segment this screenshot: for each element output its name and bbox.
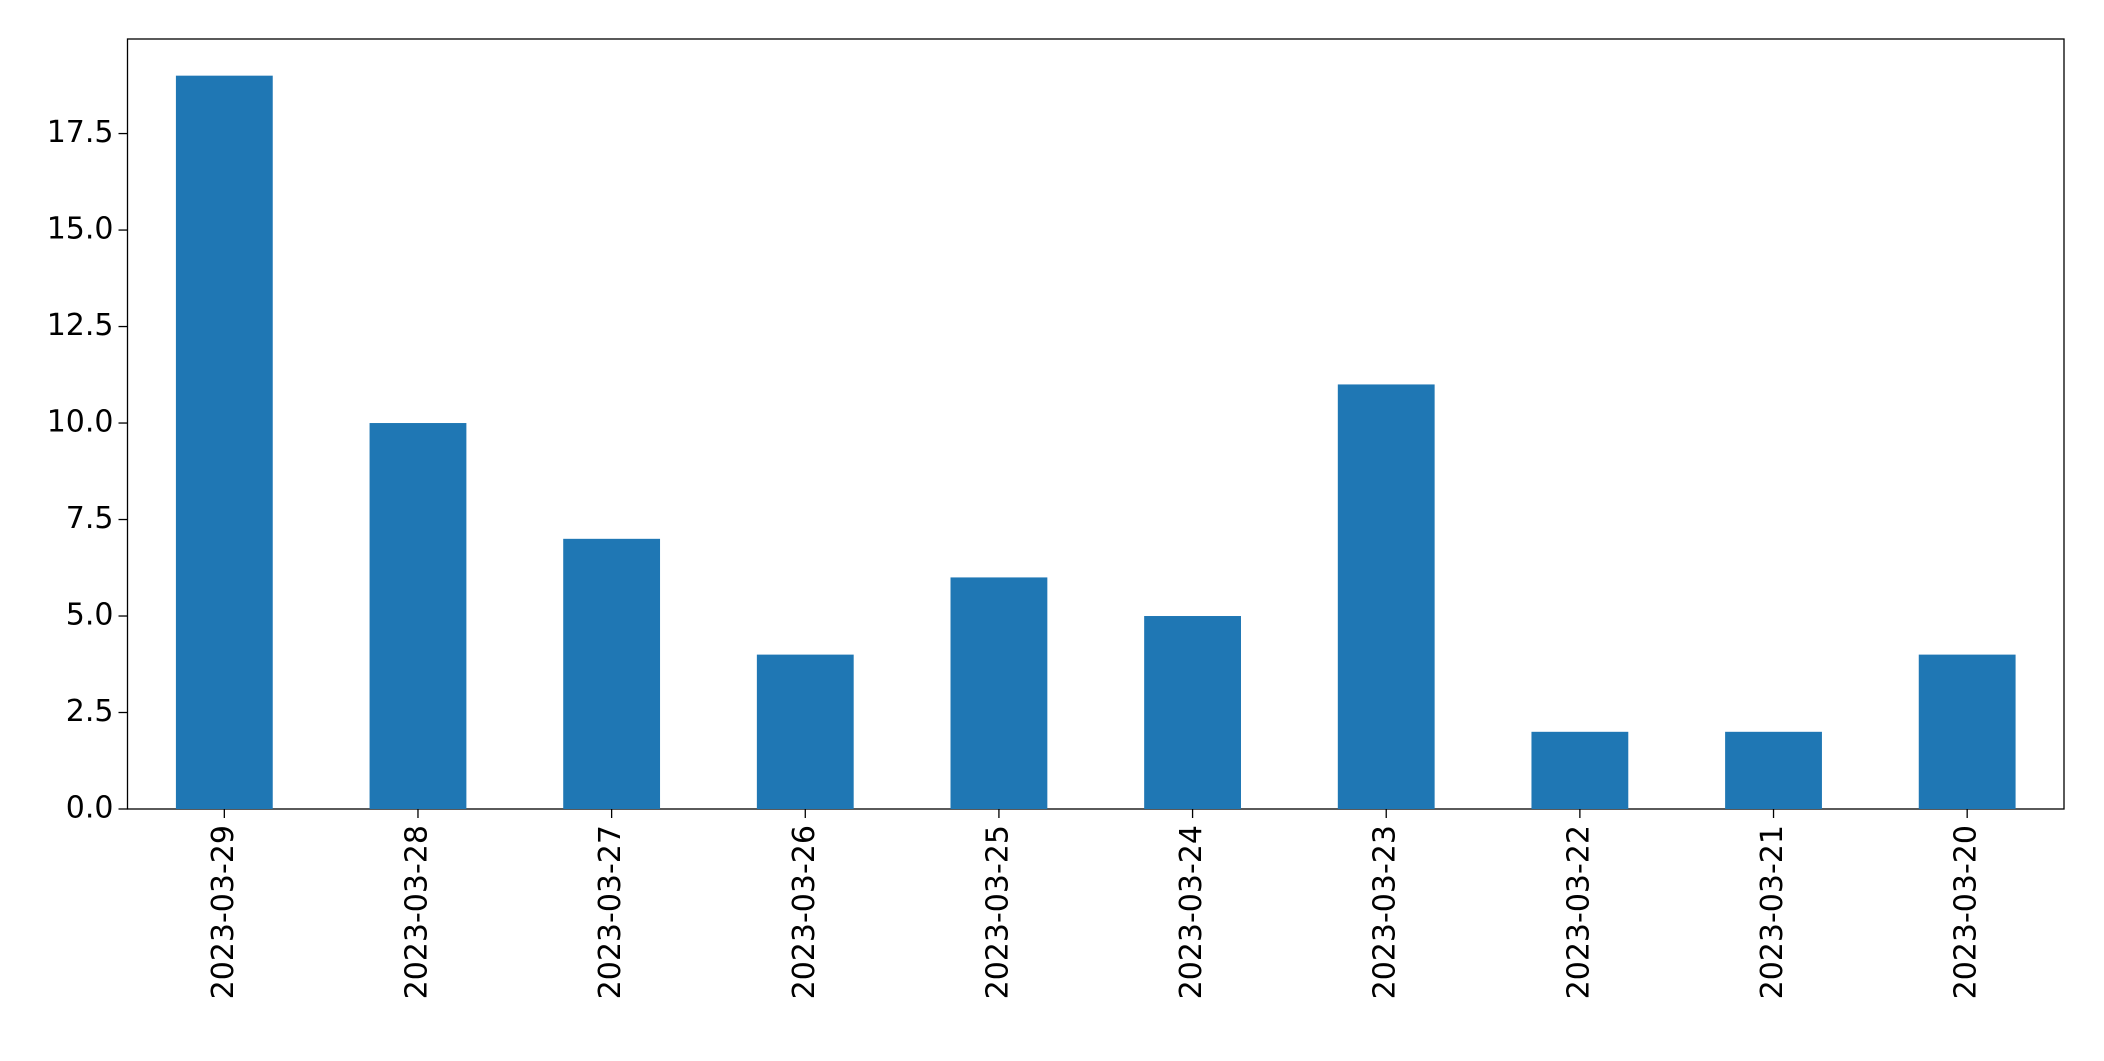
- x-tick-label: 2023-03-28: [399, 825, 434, 999]
- y-tick-label: 2.5: [66, 694, 114, 729]
- bar: [756, 654, 854, 809]
- x-tick-label: 2023-03-29: [206, 825, 241, 999]
- y-tick-label: 5.0: [66, 598, 114, 633]
- bar: [563, 538, 661, 809]
- y-tick-label: 10.0: [47, 405, 114, 440]
- y-tick-label: 0.0: [66, 791, 114, 826]
- bar: [369, 423, 467, 809]
- bar: [1531, 731, 1629, 809]
- x-tick-label: 2023-03-26: [787, 825, 822, 999]
- x-tick-label: 2023-03-20: [1949, 825, 1984, 999]
- bar: [950, 577, 1048, 809]
- plot-frame: [126, 38, 2065, 810]
- x-tick-label: 2023-03-21: [1755, 825, 1790, 999]
- x-tick-label: 2023-03-25: [980, 825, 1015, 999]
- bar: [1337, 384, 1435, 809]
- bar: [175, 75, 273, 809]
- x-tick-label: 2023-03-24: [1174, 825, 1209, 999]
- y-tick-label: 12.5: [47, 308, 114, 343]
- bar: [1144, 616, 1241, 809]
- bar: [1725, 731, 1822, 809]
- bar: [1918, 654, 2016, 809]
- y-tick-label: 17.5: [47, 115, 114, 150]
- x-tick-label: 2023-03-23: [1368, 825, 1403, 999]
- x-tick-label: 2023-03-27: [593, 825, 628, 999]
- x-tick-label: 2023-03-22: [1561, 825, 1596, 999]
- y-tick-label: 15.0: [47, 212, 114, 247]
- y-tick-label: 7.5: [66, 501, 114, 536]
